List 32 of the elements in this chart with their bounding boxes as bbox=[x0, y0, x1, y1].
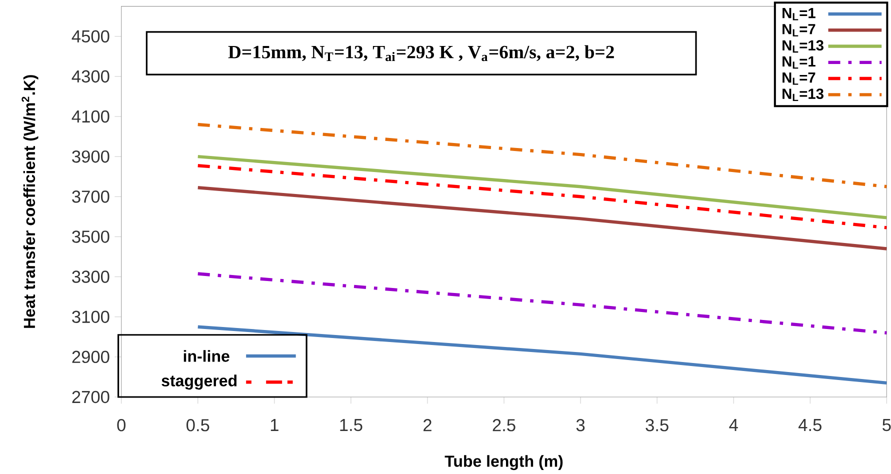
legend-label: N$_{L}$=7 bbox=[782, 24, 816, 36]
legend-label: N$_{L}$=13 bbox=[782, 40, 824, 53]
x-tick-label: 4.5 bbox=[798, 419, 822, 432]
x-tick-label: 0 bbox=[117, 419, 126, 432]
legend-label: N$_{L}$=7 bbox=[782, 72, 816, 85]
y-tick-label: 4100 bbox=[72, 110, 110, 123]
x-axis-title: Tube length (m) bbox=[444, 455, 563, 470]
y-tick-label: 3100 bbox=[72, 310, 110, 323]
y-tick-label: 3300 bbox=[72, 270, 110, 283]
legend-label: N$_{L}$=1 bbox=[782, 8, 816, 20]
x-tick-label: 3 bbox=[576, 419, 585, 432]
y-tick-label: 3700 bbox=[72, 190, 110, 203]
legend-label: N$_{L}$=1 bbox=[782, 56, 816, 69]
annotation: D=15mm, N$_{T}$=13, T$_{ai}$=293 K , V$_{a}$=6m/s, a=2, b=2 bbox=[228, 45, 614, 62]
x-tick-label: 3.5 bbox=[646, 419, 668, 432]
legend-label: N$_{L}$=13 bbox=[782, 88, 824, 102]
y-axis-title: Heat transfer coefficient (W/m$^{2}$.K) bbox=[22, 75, 38, 328]
x-tick-label: 1 bbox=[270, 419, 278, 431]
x-tick-label: 2 bbox=[424, 419, 432, 432]
annotation: in-line bbox=[184, 350, 230, 362]
x-tick-label: 0.5 bbox=[186, 419, 210, 432]
x-tick-label: 2.5 bbox=[492, 419, 516, 432]
y-tick-label: 4500 bbox=[72, 30, 110, 43]
y-tick-label: 3500 bbox=[72, 230, 110, 243]
x-tick-label: 1.5 bbox=[340, 419, 362, 432]
x-tick-label: 5 bbox=[882, 419, 891, 432]
annotation: staggered bbox=[162, 374, 236, 390]
y-tick-label: 2700 bbox=[72, 390, 110, 404]
x-tick-label: 4 bbox=[729, 419, 738, 431]
y-tick-label: 4300 bbox=[72, 70, 110, 83]
y-tick-label: 3900 bbox=[72, 150, 110, 163]
y-tick-label: 2900 bbox=[72, 350, 110, 364]
